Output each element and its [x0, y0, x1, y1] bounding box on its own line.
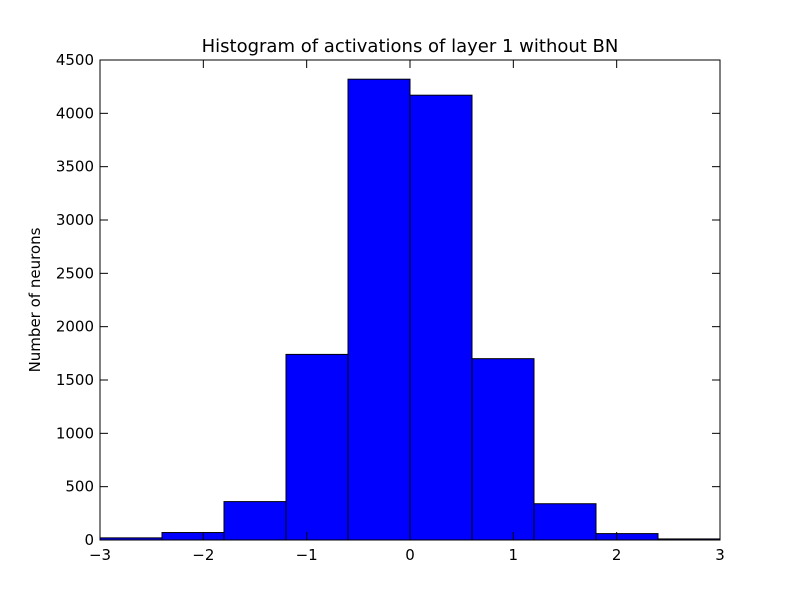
- x-tick-label: 2: [612, 546, 622, 564]
- x-tick-label: 3: [715, 546, 725, 564]
- histogram-bar: [285, 353, 349, 541]
- x-tick-label: −1: [296, 546, 318, 564]
- y-tick-label: 4000: [56, 104, 94, 122]
- y-tick-label: 1000: [56, 424, 94, 442]
- bars-group: [99, 78, 721, 541]
- y-axis-label: Number of neurons: [26, 227, 44, 372]
- plot-frame: [99, 59, 721, 541]
- y-tick-label: 500: [65, 478, 94, 496]
- histogram-bar: [471, 358, 535, 541]
- histogram-bar: [223, 501, 287, 541]
- histogram-bar: [409, 94, 473, 541]
- y-tick-label: 4500: [56, 51, 94, 69]
- y-tick-label: 2000: [56, 318, 94, 336]
- y-tick-label: 1500: [56, 371, 94, 389]
- histogram-bar: [347, 78, 411, 541]
- x-tick-label: −2: [192, 546, 214, 564]
- x-tick-label: −3: [89, 546, 111, 564]
- y-tick-label: 2500: [56, 264, 94, 282]
- y-tick-label: 3000: [56, 211, 94, 229]
- x-tick-label: 1: [509, 546, 519, 564]
- chart-title: Histogram of activations of layer 1 with…: [202, 36, 619, 57]
- histogram-bar: [161, 532, 225, 541]
- tick-labels-group: −3 −2 −1 0 1 2 3 0 500 1000 1500 2000 2500 3000 3500 40…: [56, 51, 725, 564]
- y-tick-label: 3500: [56, 158, 94, 176]
- histogram-bar: [533, 503, 597, 541]
- y-tick-label: 0: [84, 531, 94, 549]
- x-tick-label: 0: [405, 546, 415, 564]
- histogram-bar: [595, 533, 659, 541]
